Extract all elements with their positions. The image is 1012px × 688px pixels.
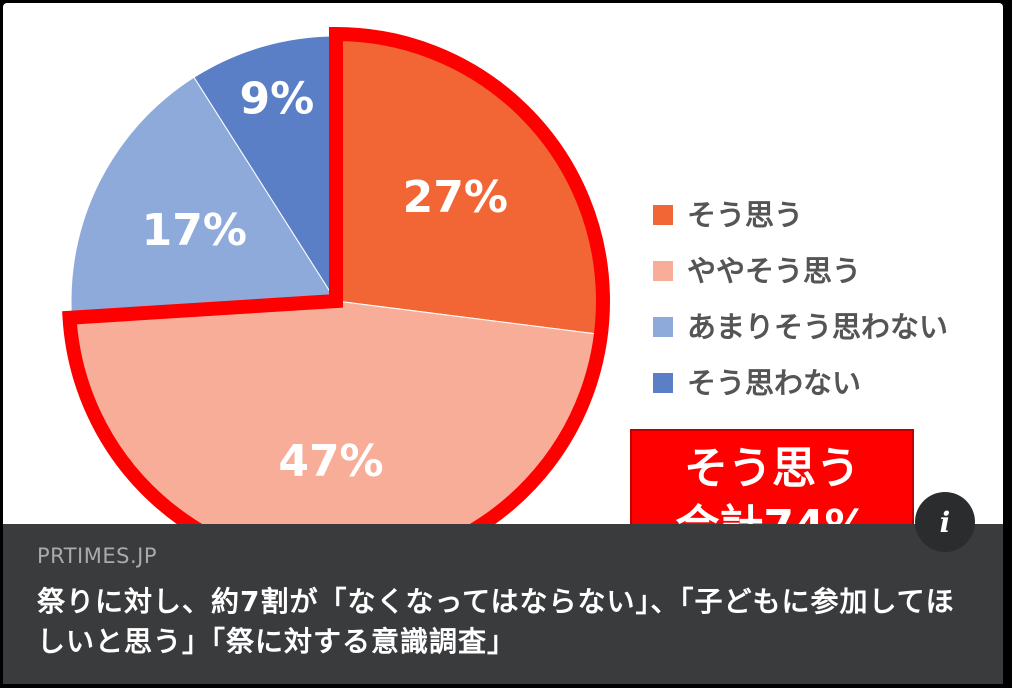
legend-label-0: そう思う — [687, 198, 803, 232]
legend-swatch-1 — [653, 261, 673, 281]
legend-swatch-3 — [653, 373, 673, 393]
pie-slice-label-0: 27% — [403, 172, 508, 223]
legend-label-1: ややそう思う — [687, 254, 861, 288]
pie-slice-labels: 27% 47% 17% 9% — [142, 73, 508, 487]
legend-swatch-2 — [653, 317, 673, 337]
legend-swatch-0 — [653, 205, 673, 225]
info-button[interactable]: i — [915, 492, 975, 552]
article-title[interactable]: 祭りに対し、約7割が「なくなってはならない」、「子どもに参加してほしいと思う」「… — [37, 585, 955, 658]
pie-slice-label-1: 47% — [278, 436, 383, 487]
legend-label-3: そう思わない — [687, 366, 861, 400]
highlight-outline — [62, 26, 610, 575]
pie-chart: 27% 47% 17% 9% そう思う ややそう思う あまりそう思わない そう思わない… — [62, 26, 948, 575]
article-source: PRTIMES.JP — [37, 544, 157, 568]
pie-slice-label-2: 17% — [142, 205, 247, 256]
pie-slice-2 — [70, 76, 337, 319]
legend: そう思う ややそう思う あまりそう思わない そう思わない — [653, 198, 948, 400]
pie-slices — [70, 35, 602, 567]
pie-slice-3 — [193, 35, 337, 303]
legend-label-2: あまりそう思わない — [687, 310, 948, 344]
article-caption[interactable]: PRTIMES.JP 祭りに対し、約7割が「なくなってはならない」、「子どもに参… — [3, 524, 1003, 684]
info-icon: i — [939, 505, 951, 539]
pie-slice-label-3: 9% — [240, 73, 315, 124]
total-callout-line1: そう思う — [684, 443, 860, 494]
